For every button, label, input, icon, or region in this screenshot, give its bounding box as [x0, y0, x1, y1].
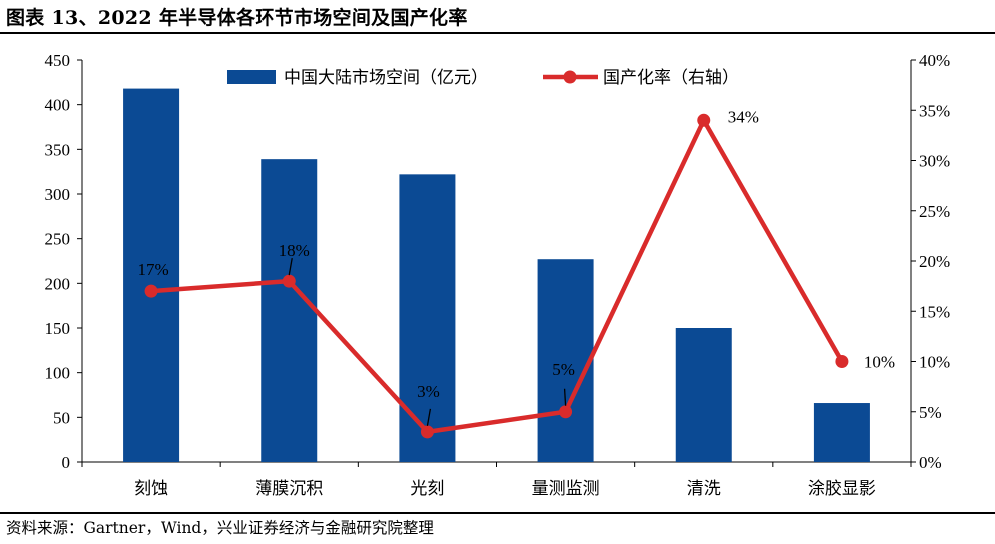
category-label: 量测监测	[532, 479, 600, 499]
left-tick-label: 400	[45, 96, 71, 115]
source-rule	[0, 512, 995, 514]
rate-point-刻蚀	[144, 284, 158, 298]
legend-line-label: 国产化率（右轴）	[603, 68, 739, 88]
right-tick-label: 35%	[919, 101, 950, 120]
right-tick-label: 30%	[919, 152, 950, 171]
rate-point-薄膜沉积	[282, 274, 296, 288]
right-tick-label: 25%	[919, 202, 950, 221]
left-tick-label: 150	[45, 319, 71, 338]
right-tick-label: 20%	[919, 252, 950, 271]
figure-title: 图表 13、2022 年半导体各环节市场空间及国产化率	[6, 7, 468, 29]
legend-bar-swatch	[227, 70, 276, 84]
bar-薄膜沉积	[261, 159, 318, 462]
rate-point-量测监测	[559, 405, 573, 419]
bar-line-chart: 0 50 100 150 200 250 300 350 400 450 0% 5% 10% 15% 20%…	[45, 51, 951, 499]
left-tick-label: 0	[62, 453, 71, 472]
rate-data-label: 34%	[728, 107, 759, 126]
bar-光刻	[399, 174, 456, 462]
category-label: 涂胶显影	[808, 479, 876, 499]
category-label: 清洗	[687, 479, 721, 499]
rate-data-label: 10%	[864, 353, 895, 372]
category-label: 光刻	[410, 479, 444, 499]
right-tick-label: 40%	[919, 51, 950, 70]
left-tick-label: 250	[45, 230, 71, 249]
rate-line	[150, 118, 844, 435]
data-label-leader	[288, 257, 293, 276]
left-tick-label: 200	[45, 274, 71, 293]
source-note: 资料来源：Gartner，Wind，兴业证券经济与金融研究院整理	[6, 519, 434, 537]
left-tick-label: 350	[45, 140, 71, 159]
left-tick-label: 50	[53, 408, 70, 427]
bar-清洗	[675, 328, 732, 462]
right-tick-label: 5%	[919, 403, 942, 422]
legend-line-marker	[563, 70, 577, 84]
left-tick-label: 100	[45, 364, 71, 383]
bar-刻蚀	[123, 88, 180, 462]
bar-量测监测	[537, 259, 594, 462]
rate-point-清洗	[697, 113, 711, 127]
category-label: 薄膜沉积	[255, 479, 323, 499]
rate-data-label: 18%	[279, 241, 310, 260]
category-label: 刻蚀	[134, 479, 168, 499]
bar-涂胶显影	[813, 403, 870, 462]
right-tick-label: 0%	[919, 453, 942, 472]
right-tick-label: 15%	[919, 302, 950, 321]
left-tick-label: 450	[45, 51, 71, 70]
data-label-leader	[563, 388, 567, 406]
legend-bar-label: 中国大陆市场空间（亿元）	[284, 68, 488, 88]
rate-point-涂胶显影	[835, 355, 849, 368]
data-label-leader	[426, 408, 432, 426]
left-tick-label: 300	[45, 185, 71, 204]
right-tick-label: 10%	[919, 353, 950, 372]
title-top-rule	[0, 32, 995, 34]
rate-data-label: 5%	[552, 360, 575, 379]
rate-point-光刻	[420, 425, 434, 439]
rate-data-label: 17%	[137, 260, 168, 279]
rate-data-label: 3%	[417, 382, 440, 401]
